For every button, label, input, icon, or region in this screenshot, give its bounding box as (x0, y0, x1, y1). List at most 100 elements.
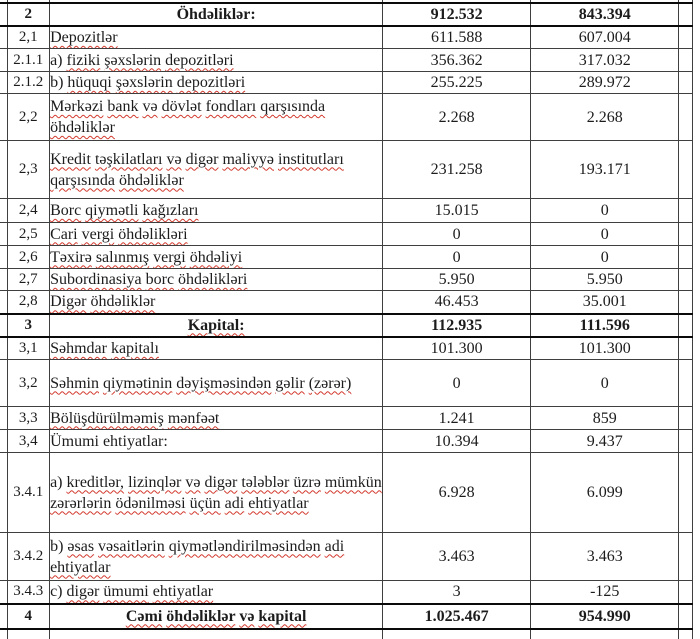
row-number-cell: 4 (6, 602, 51, 630)
cropped-column-sliver-left (0, 312, 8, 338)
spellcheck-underlined-word: öhdəliklər (50, 119, 115, 136)
spellcheck-underlined-word: öhdəliklər (90, 293, 156, 311)
table-row: 3,4 Ümumi ehtiyatlar: 10.394 9.437 (0, 429, 693, 453)
row-value-previous-cell: 3.463 (530, 532, 680, 581)
spellcheck-underlined-word: fondları (205, 98, 257, 115)
spellcheck-underlined-word: digər (204, 473, 238, 491)
cropped-column-sliver-right (678, 429, 693, 453)
spellcheck-underlined-word: kapitalı (110, 339, 159, 357)
row-value-current-cell: 46.453 (382, 290, 532, 314)
row-number-cell: 3,2 (6, 359, 51, 407)
spellcheck-underlined-word: və (142, 98, 158, 115)
row-value-current-cell: 5.950 (382, 268, 532, 291)
row-number-cell: 2 (6, 2, 51, 27)
row-label-cell: a) fiziki şəxslərin depozitləri (49, 48, 384, 72)
table-row: 2,5 Cari vergi öhdəlikləri 0 0 (0, 222, 693, 246)
row-value-previous-cell: 859 (530, 406, 680, 430)
cropped-column-sliver-right (678, 140, 693, 199)
table-row: 3.4.2 b) əsas vəsaitlərin qiymətləndirilm… (0, 532, 693, 581)
row-value-current-cell: 6.928 (382, 452, 532, 533)
cropped-column-sliver-right (678, 48, 693, 72)
table-row: 2,8 Digər öhdəliklər 46.453 35.001 (0, 290, 693, 314)
spellcheck-underlined-word: adi (324, 537, 345, 555)
cropped-column-sliver-right (678, 2, 693, 27)
spellcheck-underlined-word: dövlət (161, 98, 202, 115)
spellcheck-underlined-word: kapital (258, 607, 307, 625)
row-number-cell: 3,3 (6, 406, 51, 430)
row-label-cell: Bölüşdürülməmiş mənfəət (49, 406, 384, 430)
row-number-cell: 2,3 (6, 140, 51, 199)
row-label-cell: Digər öhdəliklər (49, 290, 384, 314)
cropped-cell-sliver (6, 628, 51, 639)
cropped-column-sliver-left (0, 602, 8, 630)
spellcheck-underlined-word: şəxslərin (115, 74, 173, 91)
row-value-current-cell: 0 (382, 245, 532, 269)
row-label-cell: b) hüquqi şəxslərin depozitləri (49, 71, 384, 94)
row-value-current-cell: 10.394 (382, 429, 532, 453)
cropped-column-sliver-right (678, 580, 693, 604)
cropped-column-sliver-left (0, 406, 8, 430)
spellcheck-underlined-word: vergi (153, 248, 186, 266)
spellcheck-underlined-word: fiziki (66, 51, 101, 69)
spellcheck-underlined-word: üzrə (293, 473, 321, 491)
cropped-column-sliver-right (678, 359, 693, 407)
table-row: 2.1.1 a) fiziki şəxslərin depozitləri 356.… (0, 48, 693, 72)
row-label-cell: Kredit təşkilatları və digər maliyyə ins… (49, 140, 384, 199)
spellcheck-underlined-word: digər (185, 150, 219, 168)
cropped-column-sliver-left (0, 429, 8, 453)
row-value-previous-cell: 0 (530, 198, 680, 223)
row-value-previous-cell: 111.596 (530, 312, 680, 338)
cropped-cell-sliver (382, 628, 532, 639)
row-label-cell: Səhmin qiymətinin dəyişməsindən gəlir (z… (49, 359, 384, 407)
spellcheck-underlined-word: əsas (67, 537, 95, 555)
cropped-column-sliver-right (678, 406, 693, 430)
row-value-previous-cell: 289.972 (530, 71, 680, 94)
table-row: 3,2 Səhmin qiymətinin dəyişməsindən gəlir… (0, 359, 693, 407)
cropped-cell-sliver (49, 628, 384, 639)
row-number-cell: 3 (6, 312, 51, 338)
cropped-column-sliver-right (678, 290, 693, 314)
spellcheck-underlined-word: qiymətinin (102, 374, 173, 392)
spellcheck-underlined-word: Səhmdar (50, 339, 107, 357)
spellcheck-underlined-word: depozitləri (176, 74, 246, 91)
spellcheck-underlined-word: Səhmin (50, 374, 99, 392)
cropped-column-sliver-right (678, 532, 693, 581)
row-label-cell: a) kreditlər, lizinqlər və digər tələblə… (49, 452, 384, 533)
row-label-cell: Ümumi ehtiyatlar: (49, 429, 384, 453)
row-value-current-cell: 611.588 (382, 25, 532, 49)
row-label-cell: Borc qiymətli kağızları (49, 198, 384, 223)
spellcheck-underlined-word: qarşısında (260, 98, 326, 115)
spellcheck-underlined-word: üçün (189, 494, 221, 512)
row-number-cell: 3,4 (6, 429, 51, 453)
spellcheck-underlined-word: Mərkəzi (50, 98, 104, 115)
table-row: 2,4 Borc qiymətli kağızları 15.015 0 (0, 198, 693, 223)
spellcheck-underlined-word: və (239, 607, 255, 625)
cropped-cell-sliver (0, 628, 8, 639)
row-value-previous-cell: 607.004 (530, 25, 680, 49)
cropped-column-sliver-left (0, 222, 8, 246)
row-value-previous-cell: 0 (530, 245, 680, 269)
cropped-row-bottom (0, 628, 693, 639)
row-value-current-cell: 1.025.467 (382, 602, 532, 630)
row-label-cell: Mərkəzi bank və dövlət fondları qarşısın… (49, 93, 384, 141)
table-row: 4 Cəmi öhdəliklər və kapital 1.025.467 954.… (0, 602, 693, 630)
spellcheck-underlined-word: Kapital: (187, 316, 245, 334)
spellcheck-underlined-word: öhdəlikləri (178, 271, 248, 288)
spellcheck-underlined-word: öhdəliklər (118, 171, 184, 189)
spellcheck-underlined-word: və (166, 150, 182, 168)
row-value-previous-cell: 0 (530, 359, 680, 407)
spellcheck-underlined-word: ümumi (103, 583, 149, 601)
row-value-current-cell: 15.015 (382, 198, 532, 223)
row-number-cell: 3.4.3 (6, 580, 51, 604)
spellcheck-underlined-word: öhdəliyi (189, 248, 243, 266)
cropped-column-sliver-right (678, 93, 693, 141)
row-number-cell: 2,1 (6, 25, 51, 49)
cropped-column-sliver-left (0, 359, 8, 407)
cropped-column-sliver-right (678, 25, 693, 49)
table-row: 3.4.1 a) kreditlər, lizinqlər və digər tə… (0, 452, 693, 533)
table-row: 2,6 Təxirə salınmış vergi öhdəliyi 0 0 (0, 245, 693, 269)
cropped-column-sliver-right (678, 268, 693, 291)
cropped-column-sliver-left (0, 452, 8, 533)
